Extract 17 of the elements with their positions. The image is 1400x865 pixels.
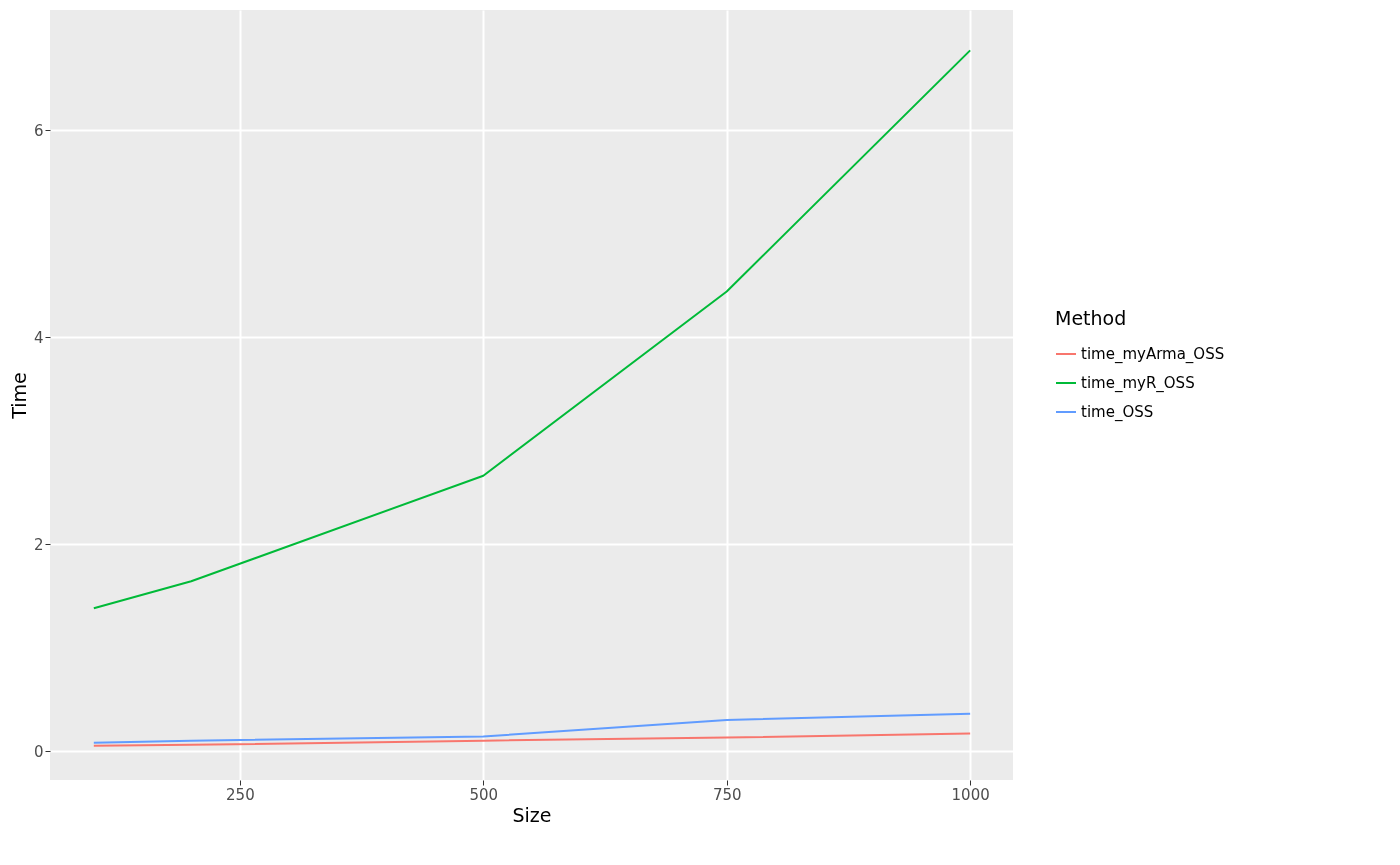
legend-title: Method	[1055, 307, 1127, 329]
legend-label: time_myArma_OSS	[1081, 345, 1225, 364]
x-tick-label: 750	[712, 785, 742, 804]
legend-label: time_myR_OSS	[1081, 374, 1195, 393]
x-tick-label: 1000	[951, 785, 990, 804]
y-tick-label: 2	[33, 535, 44, 554]
y-tick-label: 0	[33, 742, 44, 761]
line-series	[92, 712, 972, 744]
x-tick-label: 250	[226, 785, 255, 804]
x-axis-title: Size	[512, 803, 552, 826]
line-series	[92, 49, 972, 610]
y-axis-title: Time	[7, 372, 30, 420]
x-tick-label: 500	[469, 785, 499, 804]
line-series	[92, 732, 972, 747]
y-tick-label: 6	[33, 121, 44, 140]
y-tick-label: 4	[33, 328, 44, 347]
legend-label: time_OSS	[1081, 403, 1154, 422]
